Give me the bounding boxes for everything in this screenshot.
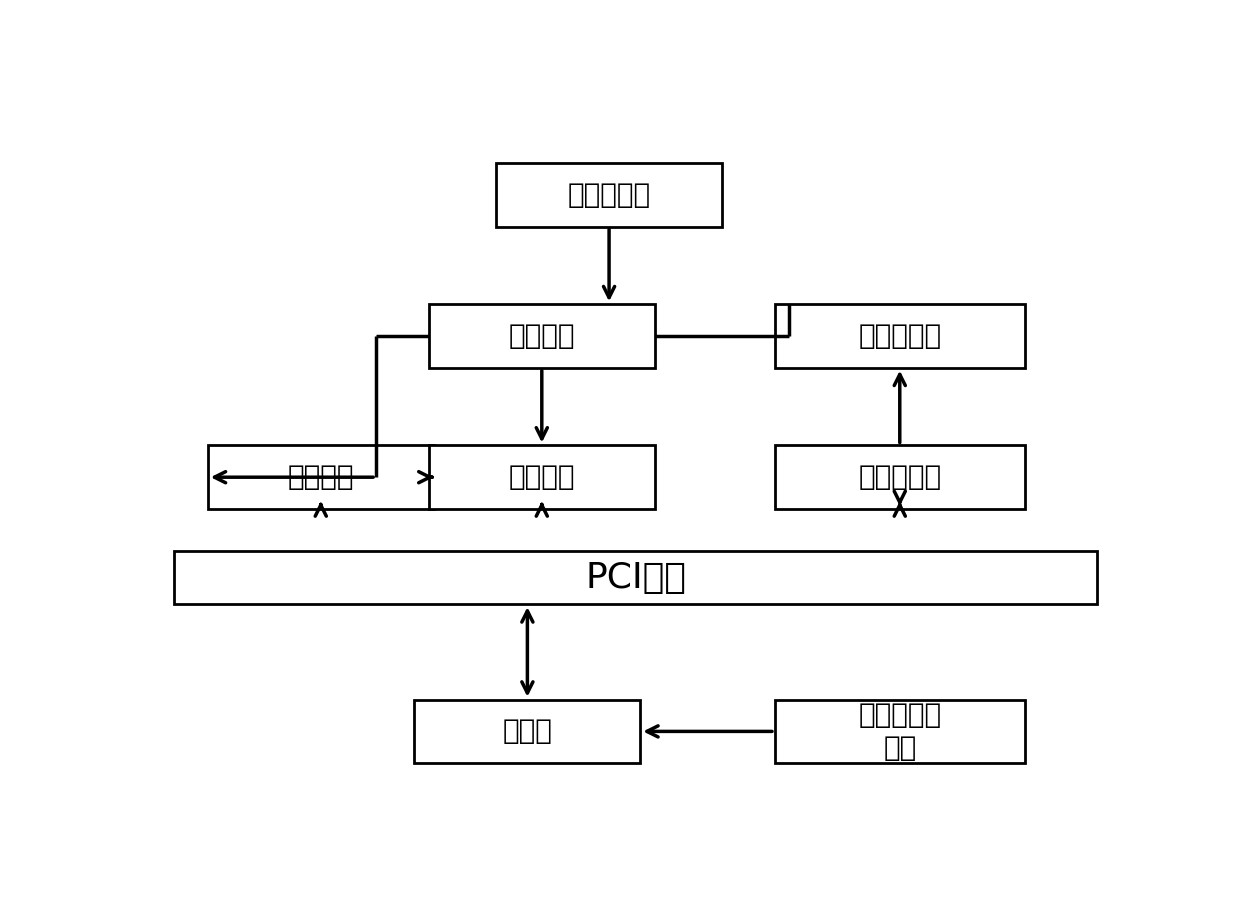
FancyBboxPatch shape <box>414 700 640 763</box>
FancyBboxPatch shape <box>429 446 655 509</box>
Text: 数据输入: 数据输入 <box>508 322 575 350</box>
FancyBboxPatch shape <box>208 446 434 509</box>
Text: 工控机: 工控机 <box>502 717 552 746</box>
Text: 物理量测量: 物理量测量 <box>568 181 651 209</box>
FancyBboxPatch shape <box>775 304 1024 368</box>
FancyBboxPatch shape <box>429 304 655 368</box>
FancyBboxPatch shape <box>775 446 1024 509</box>
Text: 运动控制库
函数: 运动控制库 函数 <box>858 702 941 762</box>
Text: 误差处理: 误差处理 <box>508 463 575 492</box>
FancyBboxPatch shape <box>174 551 1096 604</box>
Text: 各执行机构: 各执行机构 <box>858 322 941 350</box>
FancyBboxPatch shape <box>775 700 1024 763</box>
Text: 运动控制卡: 运动控制卡 <box>858 463 941 492</box>
Text: 数据存储: 数据存储 <box>288 463 355 492</box>
FancyBboxPatch shape <box>496 163 722 226</box>
Text: PCI总线: PCI总线 <box>585 561 686 595</box>
